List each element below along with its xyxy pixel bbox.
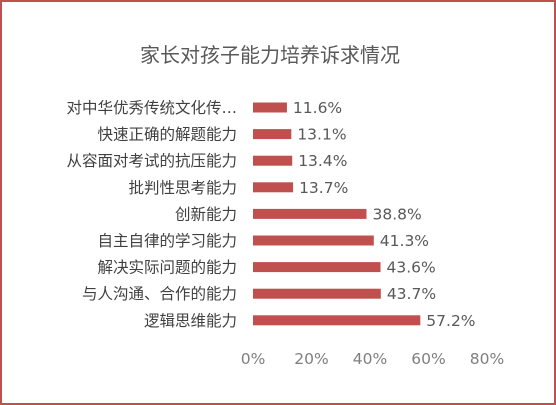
value-label: 13.4% <box>298 152 347 170</box>
bar <box>253 129 292 140</box>
category-label: 从容面对考试的抗压能力 <box>66 152 237 170</box>
value-label: 43.7% <box>387 285 436 303</box>
bar <box>253 288 381 299</box>
value-label: 11.6% <box>293 99 342 117</box>
value-label: 41.3% <box>380 232 429 250</box>
category-label: 批判性思考能力 <box>128 179 237 197</box>
bar <box>253 182 294 193</box>
x-tick-label: 60% <box>411 350 445 368</box>
bar <box>253 262 381 273</box>
category-label: 与人沟通、合作的能力 <box>82 285 237 303</box>
bar <box>253 155 293 166</box>
chart-title: 家长对孩子能力培养诉求情况 <box>140 43 400 67</box>
value-label-group: 11.6% 13.1% 13.4% 13.7% 38.8% 41.3% 43.6% 43.7%… <box>293 99 476 330</box>
value-label: 13.1% <box>297 126 346 144</box>
category-label: 解决实际问题的能力 <box>97 259 237 277</box>
x-tick-label: 40% <box>353 350 387 368</box>
category-label: 快速正确的解题能力 <box>97 126 237 144</box>
category-label-group: 对中华优秀传统文化传… 快速正确的解题能力从容面对考试的抗压能力批判性思考能力创新… <box>66 99 237 330</box>
bar <box>253 315 421 326</box>
x-tick-label: 80% <box>470 350 504 368</box>
category-label: 自主自律的学习能力 <box>97 232 237 250</box>
value-label: 38.8% <box>372 205 421 223</box>
x-tick-group: 0% 20% 40% 60% 80% <box>241 350 505 368</box>
value-label: 57.2% <box>426 312 475 330</box>
category-label: 逻辑思维能力 <box>144 312 237 330</box>
bar <box>253 235 374 246</box>
x-tick-label: 0% <box>241 350 266 368</box>
value-label: 13.7% <box>299 179 348 197</box>
bar <box>253 102 287 113</box>
category-label: 对中华优秀传统文化传… <box>66 99 237 117</box>
x-tick-label: 20% <box>294 350 328 368</box>
bar-group <box>253 102 421 326</box>
bar <box>253 208 367 219</box>
category-label: 创新能力 <box>175 205 237 223</box>
value-label: 43.6% <box>387 259 436 277</box>
